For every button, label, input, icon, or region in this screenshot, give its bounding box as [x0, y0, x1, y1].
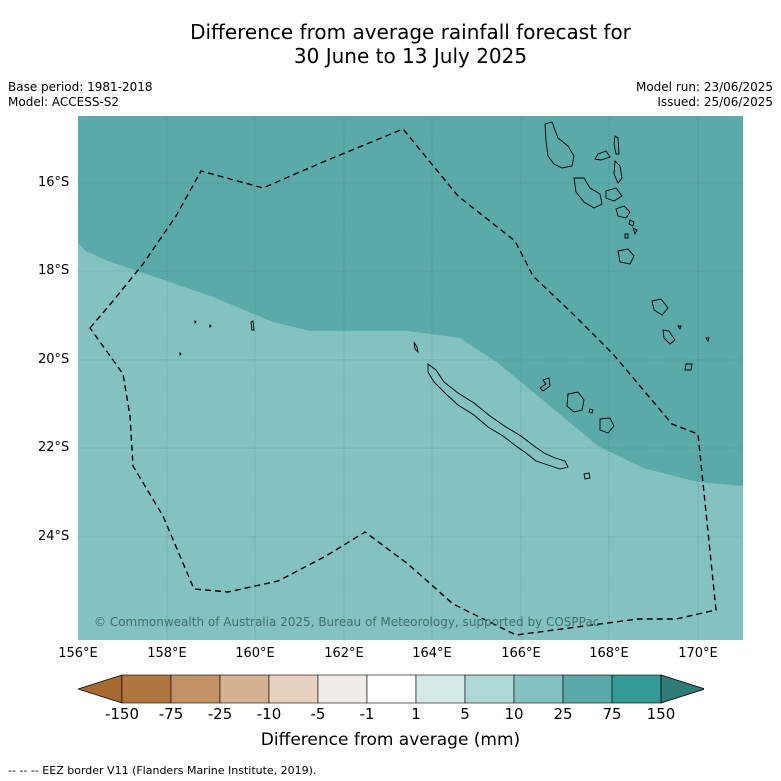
colorbar-segment — [513, 674, 564, 704]
colorbar-segment — [170, 674, 221, 704]
epi-island — [605, 187, 623, 202]
aniwa-islet — [705, 337, 710, 343]
colorbar-segment — [219, 674, 270, 704]
chesterfield-islets — [179, 319, 255, 357]
mare-island — [599, 417, 615, 434]
lat-tick-20s: 20°S — [38, 352, 70, 367]
colorbar-label: -150 — [104, 705, 140, 723]
tanna-island — [624, 233, 629, 239]
colorbar-label: 150 — [646, 705, 676, 723]
tiga-islet — [588, 408, 594, 414]
new-caledonia-island — [427, 363, 569, 470]
lon-tick-170e: 170°E — [678, 646, 718, 661]
issued-date: Issued: 25/06/2025 — [657, 95, 773, 109]
lon-tick-168e: 168°E — [589, 646, 629, 661]
colorbar-label: -1 — [359, 705, 375, 723]
band-25-75 — [78, 116, 743, 486]
colorbar — [78, 674, 704, 704]
espiritu-santo-island — [544, 121, 575, 169]
lon-tick-158e: 158°E — [147, 646, 187, 661]
lon-tick-162e: 162°E — [324, 646, 364, 661]
colorbar-segment — [611, 674, 662, 704]
eez-footnote: -- -- -- EEZ border V11 (Flanders Marine… — [8, 764, 317, 777]
lat-tick-16s: 16°S — [38, 175, 70, 190]
efate-island — [615, 205, 631, 219]
lat-tick-24s: 24°S — [38, 529, 70, 544]
meta-left: Base period: 1981-2018 Model: ACCESS-S2 — [8, 80, 153, 110]
eez-border — [89, 128, 717, 636]
colorbar-segment — [464, 674, 515, 704]
colorbar-title: Difference from average (mm) — [260, 730, 521, 750]
colorbar-label: 75 — [602, 705, 622, 723]
map-panel: © Commonwealth of Australia 2025, Bureau… — [78, 116, 743, 640]
title-line-1: Difference from average rainfall forecas… — [190, 20, 631, 44]
maewo-island — [613, 135, 620, 155]
chart-title: Difference from average rainfall forecas… — [0, 20, 781, 68]
copyright-text: © Commonwealth of Australia 2025, Bureau… — [94, 615, 599, 629]
shepherd-islets — [628, 219, 638, 236]
model-name: Model: ACCESS-S2 — [8, 95, 120, 109]
malekula-island — [573, 177, 603, 209]
base-period: Base period: 1981-2018 — [8, 80, 153, 94]
ouvea-island — [539, 377, 551, 392]
lifou-island — [566, 391, 585, 413]
colorbar-segment — [317, 674, 368, 704]
colorbar-label: -10 — [256, 705, 282, 723]
colorbar-label: -75 — [158, 705, 184, 723]
hunter-islet — [684, 363, 693, 371]
pentecost-island — [613, 159, 623, 184]
colorbar-segment — [415, 674, 466, 704]
gridlines — [78, 116, 743, 640]
colorbar-segment — [562, 674, 613, 704]
colorbar-segment — [121, 674, 172, 704]
lon-tick-160e: 160°E — [235, 646, 275, 661]
colorbar-label: -5 — [310, 705, 326, 723]
ambae-island — [594, 150, 611, 161]
lon-tick-164e: 164°E — [412, 646, 452, 661]
colorbar-label: -25 — [207, 705, 233, 723]
colorbar-label: 1 — [411, 705, 421, 723]
lon-tick-156e: 156°E — [58, 646, 98, 661]
meta-right: Model run: 23/06/2025 Issued: 25/06/2025 — [636, 80, 773, 110]
colorbar-segment — [268, 674, 319, 704]
belep-islets — [413, 341, 419, 354]
colorbar-segment — [366, 674, 417, 704]
map-svg: © Commonwealth of Australia 2025, Bureau… — [78, 116, 743, 640]
futuna-island — [662, 329, 676, 345]
walpole-islet — [583, 472, 591, 480]
colorbar-extend-high — [660, 674, 704, 704]
matthew-islet — [677, 325, 682, 331]
title-line-2: 30 June to 13 July 2025 — [293, 44, 528, 68]
erromango-island — [617, 248, 635, 265]
lat-tick-18s: 18°S — [38, 263, 70, 278]
colorbar-label: 10 — [504, 705, 524, 723]
aneityum-island — [651, 298, 669, 316]
colorbar-label: 25 — [553, 705, 573, 723]
lat-tick-22s: 22°S — [38, 440, 70, 455]
colorbar-label: 5 — [460, 705, 470, 723]
colorbar-extend-low — [78, 674, 123, 704]
model-run: Model run: 23/06/2025 — [635, 80, 773, 94]
lon-tick-166e: 166°E — [501, 646, 541, 661]
